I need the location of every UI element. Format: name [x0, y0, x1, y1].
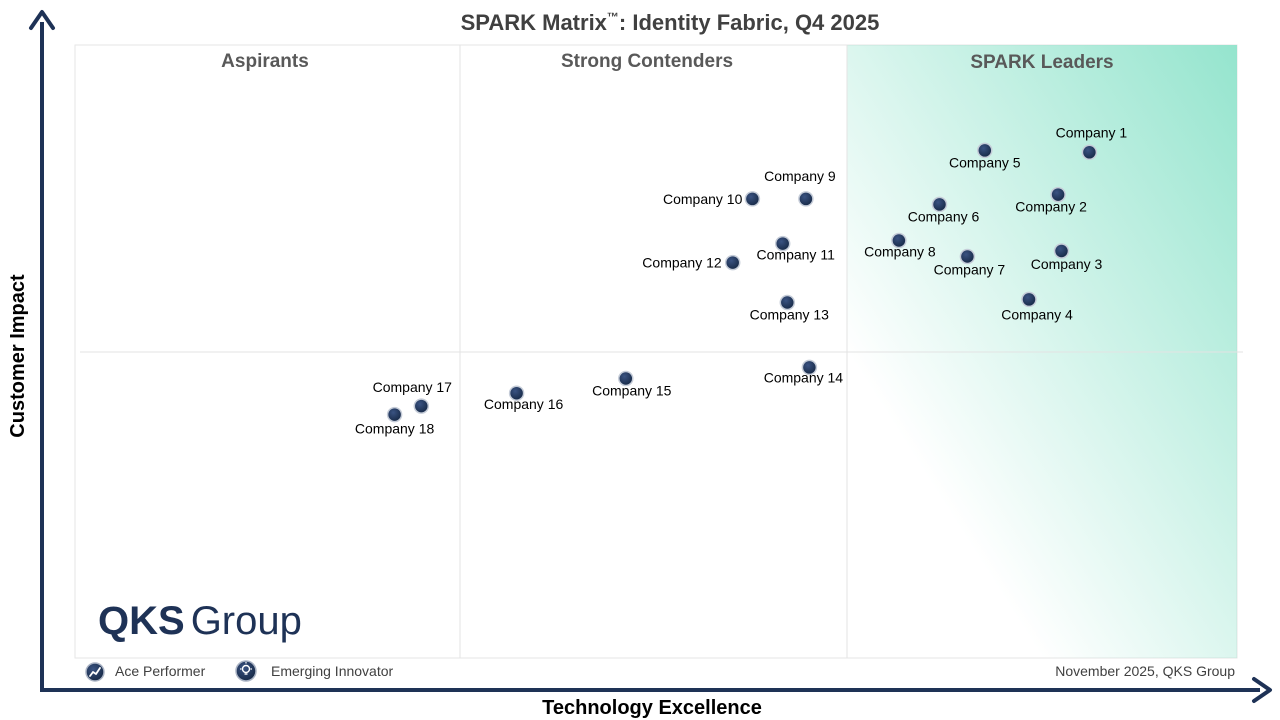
- chart-title-trademark: ™: [607, 10, 619, 24]
- point-label-company-2: Company 2: [1015, 199, 1087, 215]
- point-label-company-7: Company 7: [934, 262, 1006, 278]
- point-company-3[interactable]: [1053, 243, 1070, 259]
- point-company-18[interactable]: [386, 406, 403, 423]
- legend-ace-performer: Ace Performer: [85, 662, 206, 682]
- point-company-14[interactable]: [801, 359, 818, 376]
- point-label-company-13: Company 13: [750, 307, 830, 323]
- point-company-2[interactable]: [1050, 186, 1066, 203]
- trend-up-icon: [89, 667, 101, 677]
- y-axis-arrowhead: [29, 10, 55, 30]
- chart-title-suffix: : Identity Fabric, Q4 2025: [619, 10, 879, 35]
- legend-emerging-innovator: Emerging Innovator: [235, 660, 394, 682]
- x-axis-arrowhead: [1252, 677, 1272, 703]
- point-company-1[interactable]: [1081, 144, 1098, 161]
- point-company-13[interactable]: [779, 294, 796, 311]
- point-label-company-4: Company 4: [1001, 306, 1073, 322]
- point-label-company-16: Company 16: [484, 396, 564, 412]
- legend: Ace Performer Emerging Innovator: [85, 660, 394, 682]
- point-company-7[interactable]: [959, 248, 976, 265]
- point-company-15[interactable]: [618, 370, 634, 387]
- point-label-company-8: Company 8: [864, 244, 936, 260]
- qks-group-logo: QKS Group: [98, 599, 302, 643]
- point-company-10[interactable]: [744, 191, 761, 207]
- point-label-company-14: Company 14: [764, 369, 844, 385]
- point-company-5[interactable]: [977, 142, 993, 159]
- point-company-17[interactable]: [413, 398, 430, 414]
- legend-emerging-innovator-label: Emerging Innovator: [271, 663, 394, 679]
- point-company-16[interactable]: [508, 385, 525, 401]
- point-label-company-12: Company 12: [642, 255, 722, 271]
- point-label-company-15: Company 15: [592, 383, 672, 399]
- point-label-company-1: Company 1: [1056, 124, 1128, 140]
- data-points: Company 1 Company 2 Company 3 Company 4 Comp…: [355, 124, 1128, 436]
- lightbulb-icon: [240, 662, 252, 675]
- point-label-company-9: Company 9: [764, 168, 836, 184]
- point-company-6[interactable]: [931, 196, 948, 213]
- logo-text: QKS Group: [98, 599, 302, 643]
- x-axis-label: Technology Excellence: [542, 697, 762, 719]
- point-label-company-18: Company 18: [355, 421, 435, 437]
- legend-ace-performer-label: Ace Performer: [115, 663, 206, 679]
- point-label-company-17: Company 17: [373, 379, 453, 395]
- chart-title: SPARK Matrix™: Identity Fabric, Q4 2025: [461, 10, 880, 35]
- point-company-9[interactable]: [798, 191, 814, 207]
- point-label-company-10: Company 10: [663, 191, 743, 207]
- quadrant-label-strong-contenders: Strong Contenders: [561, 51, 733, 72]
- chart-title-main: SPARK Matrix: [461, 10, 608, 35]
- quadrant-label-spark-leaders: SPARK Leaders: [970, 52, 1113, 73]
- point-label-company-6: Company 6: [908, 208, 980, 224]
- point-company-11[interactable]: [774, 235, 791, 252]
- point-label-company-5: Company 5: [949, 154, 1021, 170]
- point-label-company-11: Company 11: [757, 247, 836, 263]
- point-label-company-3: Company 3: [1031, 256, 1103, 272]
- y-axis-label: Customer Impact: [7, 274, 29, 438]
- footer-credit: November 2025, QKS Group: [1055, 663, 1235, 679]
- quadrant-label-aspirants: Aspirants: [221, 51, 309, 72]
- point-company-8[interactable]: [891, 232, 907, 249]
- point-company-4[interactable]: [1021, 291, 1037, 308]
- point-company-12[interactable]: [724, 254, 741, 271]
